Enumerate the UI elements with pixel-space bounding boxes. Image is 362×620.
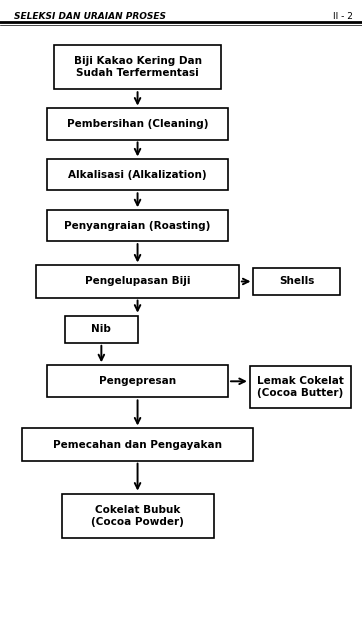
Text: Pemecahan dan Pengayakan: Pemecahan dan Pengayakan xyxy=(53,440,222,450)
FancyBboxPatch shape xyxy=(47,159,228,190)
FancyBboxPatch shape xyxy=(65,316,138,343)
FancyBboxPatch shape xyxy=(47,210,228,241)
Text: Cokelat Bubuk
(Cocoa Powder): Cokelat Bubuk (Cocoa Powder) xyxy=(91,505,184,526)
FancyBboxPatch shape xyxy=(54,45,221,89)
FancyBboxPatch shape xyxy=(47,365,228,397)
Text: II - 2: II - 2 xyxy=(333,12,353,21)
FancyBboxPatch shape xyxy=(36,265,239,298)
Text: Biji Kakao Kering Dan
Sudah Terfermentasi: Biji Kakao Kering Dan Sudah Terfermentas… xyxy=(73,56,202,78)
Text: Penyangraian (Roasting): Penyangraian (Roasting) xyxy=(64,221,211,231)
Text: Pengepresan: Pengepresan xyxy=(99,376,176,386)
Text: Nib: Nib xyxy=(92,324,111,334)
Text: Shells: Shells xyxy=(279,277,315,286)
FancyBboxPatch shape xyxy=(62,494,214,538)
FancyBboxPatch shape xyxy=(250,366,351,408)
Text: Lemak Cokelat
(Cocoa Butter): Lemak Cokelat (Cocoa Butter) xyxy=(257,376,344,397)
FancyBboxPatch shape xyxy=(22,428,253,461)
FancyBboxPatch shape xyxy=(253,268,340,295)
Text: Pengelupasan Biji: Pengelupasan Biji xyxy=(85,277,190,286)
Text: Alkalisasi (Alkalization): Alkalisasi (Alkalization) xyxy=(68,170,207,180)
Text: SELEKSI DAN URAIAN PROSES: SELEKSI DAN URAIAN PROSES xyxy=(14,12,167,21)
Text: Pembersihan (Cleaning): Pembersihan (Cleaning) xyxy=(67,119,208,129)
FancyBboxPatch shape xyxy=(47,108,228,140)
